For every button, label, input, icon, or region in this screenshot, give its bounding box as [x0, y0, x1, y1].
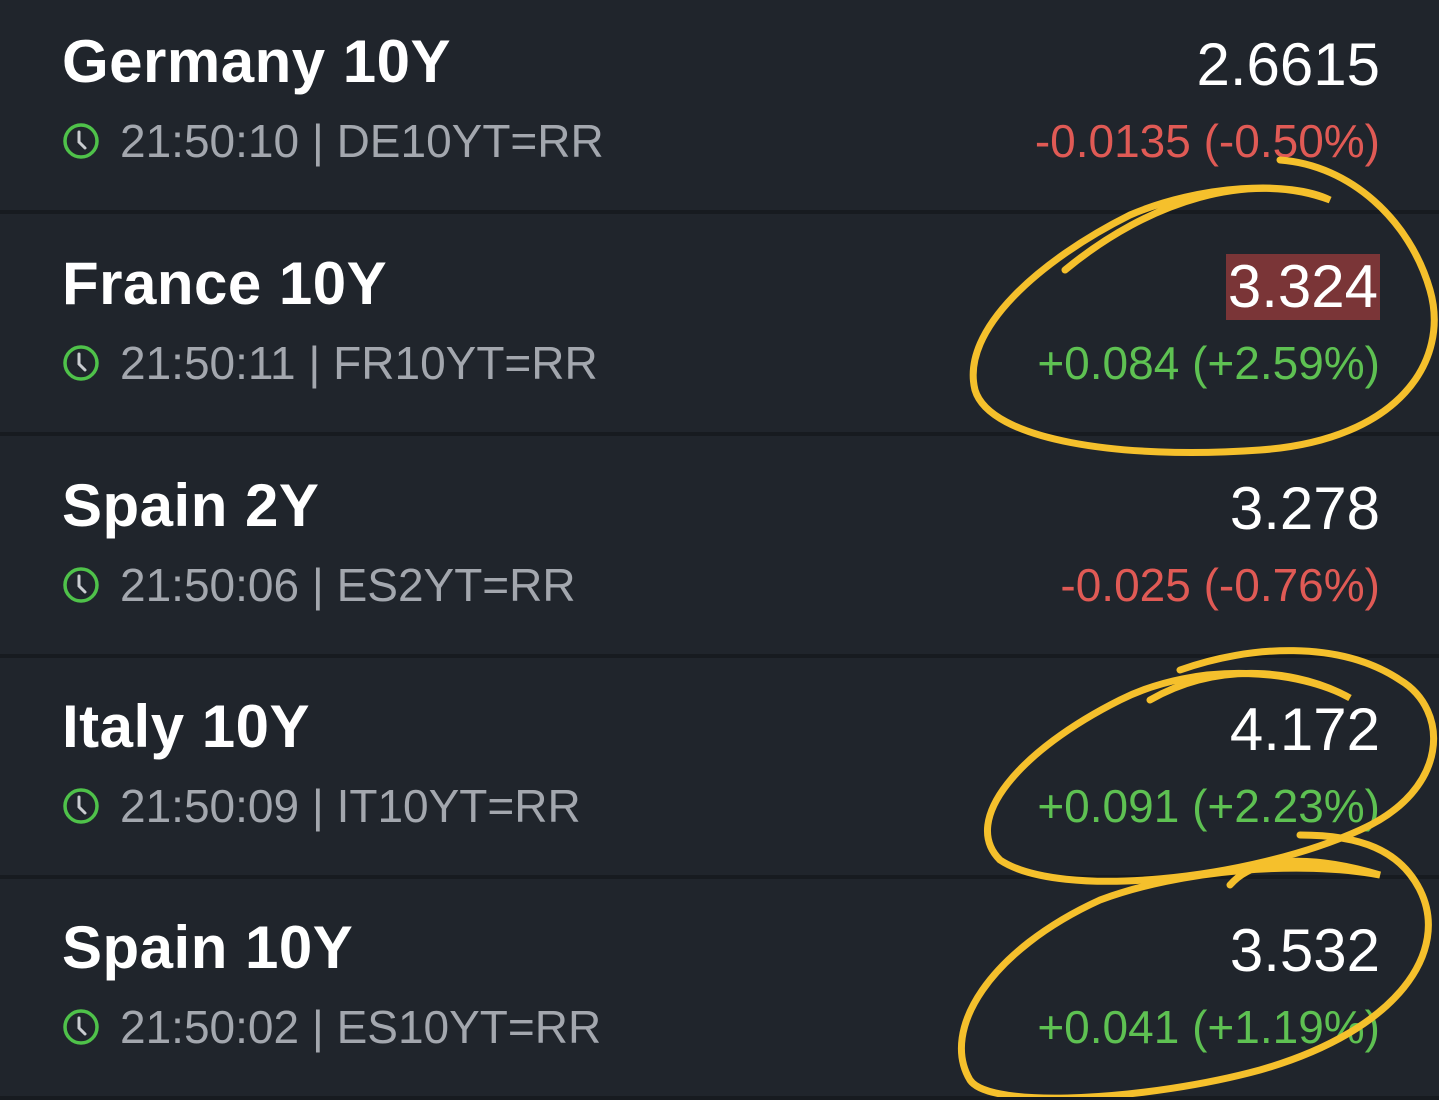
price-change: +0.041 (+1.19%) — [1037, 1001, 1380, 1053]
quote-meta: 21:50:11 | FR10YT=RR — [62, 338, 598, 388]
quote-time: 21:50:06 — [120, 559, 300, 611]
meta-separator: | — [299, 780, 337, 832]
instrument-name: Spain 10Y — [62, 914, 354, 981]
price-change: -0.025 (-0.76%) — [1060, 559, 1380, 611]
quote-row[interactable]: Italy 10Y 21:50:09 | IT10YT=RR 4.172 +0.… — [0, 661, 1439, 879]
price-value: 3.278 — [1229, 475, 1380, 542]
quote-meta: 21:50:10 | DE10YT=RR — [62, 116, 604, 166]
meta-separator: | — [299, 559, 337, 611]
quote-row[interactable]: France 10Y 21:50:11 | FR10YT=RR 3.324 +0… — [0, 218, 1439, 436]
price-value: 2.6615 — [1196, 31, 1380, 98]
instrument-name: France 10Y — [62, 250, 388, 317]
clock-icon — [63, 567, 99, 603]
quote-row[interactable]: Germany 10Y 21:50:10 | DE10YT=RR 2.6615 … — [0, 0, 1439, 214]
quote-meta: 21:50:06 | ES2YT=RR — [62, 560, 576, 610]
quote-time: 21:50:11 — [120, 337, 296, 389]
quote-time: 21:50:02 — [120, 1001, 300, 1053]
price-change: +0.084 (+2.59%) — [1037, 337, 1380, 389]
price-value: 3.532 — [1229, 917, 1380, 984]
instrument-ric: DE10YT=RR — [336, 115, 604, 167]
clock-icon — [63, 788, 99, 824]
instrument-name: Germany 10Y — [62, 28, 452, 95]
price-change: +0.091 (+2.23%) — [1037, 780, 1380, 832]
quote-time: 21:50:09 — [120, 780, 300, 832]
quote-row[interactable]: Spain 10Y 21:50:02 | ES10YT=RR 3.532 +0.… — [0, 882, 1439, 1100]
price-value: 4.172 — [1229, 696, 1380, 763]
clock-icon — [63, 345, 99, 381]
clock-icon — [63, 1009, 99, 1045]
quote-meta: 21:50:09 | IT10YT=RR — [62, 781, 581, 831]
instrument-ric: ES10YT=RR — [336, 1001, 602, 1053]
instrument-name: Italy 10Y — [62, 693, 310, 760]
quote-time: 21:50:10 — [120, 115, 300, 167]
price-value: 3.324 — [1225, 253, 1380, 320]
instrument-ric: ES2YT=RR — [336, 559, 576, 611]
price-change: -0.0135 (-0.50%) — [1034, 115, 1380, 167]
meta-separator: | — [299, 1001, 337, 1053]
meta-separator: | — [299, 115, 337, 167]
instrument-ric: IT10YT=RR — [336, 780, 581, 832]
quote-meta: 21:50:02 | ES10YT=RR — [62, 1002, 601, 1052]
instrument-name: Spain 2Y — [62, 472, 320, 539]
quote-row[interactable]: Spain 2Y 21:50:06 | ES2YT=RR 3.278 -0.02… — [0, 440, 1439, 658]
clock-icon — [63, 123, 99, 159]
meta-separator: | — [295, 337, 334, 389]
instrument-ric: FR10YT=RR — [333, 337, 598, 389]
